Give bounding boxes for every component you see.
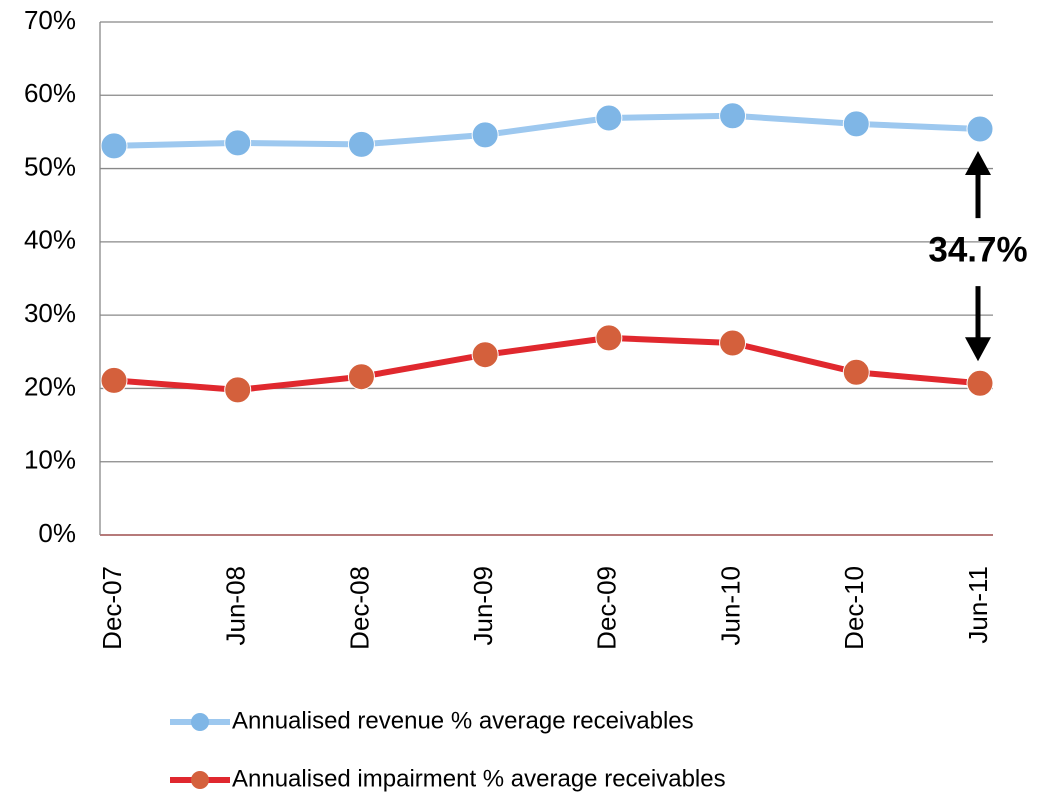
data-point [595,324,623,352]
data-point [100,366,128,394]
y-tick-label: 0% [38,518,76,548]
data-point [966,115,994,143]
legend-marker [191,713,209,731]
data-point [719,329,747,357]
data-point [224,129,252,157]
data-point [966,369,994,397]
data-point [842,110,870,138]
x-tick-label: Jun-09 [468,566,498,646]
data-point [471,341,499,369]
series-line [113,334,981,393]
series-line [113,112,981,149]
data-point [471,121,499,149]
legend-marker [191,771,209,789]
annotation: 34.7% [928,230,1027,269]
y-tick-label: 40% [24,225,76,255]
x-tick-label: Dec-09 [592,566,622,650]
data-point [347,363,375,391]
x-tick-label: Jun-10 [715,566,745,646]
x-tick-label: Jun-08 [221,566,251,646]
y-tick-label: 10% [24,445,76,475]
arrow-head [965,337,991,362]
data-point [842,358,870,386]
legend-label: Annualised revenue % average receivables [232,707,694,734]
data-point [100,132,128,160]
x-tick-label: Dec-10 [839,566,869,650]
data-point [224,376,252,404]
y-tick-label: 50% [24,151,76,181]
y-tick-label: 30% [24,298,76,328]
x-tick-label: Dec-08 [344,566,374,650]
arrow-head [965,150,991,175]
y-tick-label: 60% [24,78,76,108]
y-tick-label: 70% [24,5,76,35]
data-point [719,102,747,130]
data-point [347,130,375,158]
x-tick-label: Jun-11 [963,566,993,644]
legend-label: Annualised impairment % average receivab… [232,765,726,792]
y-tick-label: 20% [24,371,76,401]
data-point [595,104,623,132]
x-tick-label: Dec-07 [97,566,127,650]
